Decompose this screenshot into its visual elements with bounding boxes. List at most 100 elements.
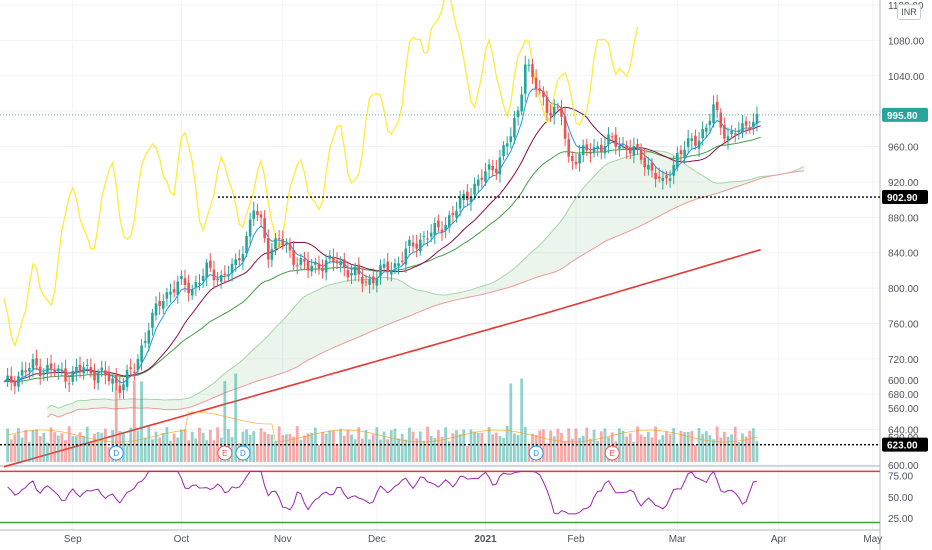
- candle-body: [730, 131, 733, 135]
- candle-body: [422, 235, 426, 237]
- candle-body: [748, 127, 752, 129]
- candle-body: [491, 165, 494, 171]
- candle-body: [198, 282, 201, 285]
- volume-bar: [364, 429, 368, 462]
- candle-body: [639, 149, 643, 160]
- price-axis: 1120.001080.001040.001000.00960.00920.00…: [882, 1, 928, 525]
- candle-body: [426, 238, 429, 240]
- volume-bar: [549, 430, 553, 462]
- rsi-line: [7, 470, 758, 515]
- candle-body: [82, 367, 85, 374]
- candle-body: [270, 249, 274, 260]
- candle-body: [248, 219, 252, 237]
- volume-bar: [60, 433, 64, 462]
- candle-body: [288, 243, 292, 251]
- candle-body: [473, 183, 476, 195]
- candle-body: [704, 127, 708, 132]
- volume-bar: [93, 433, 96, 462]
- candle-body: [719, 112, 723, 128]
- volume-bar: [299, 439, 303, 462]
- candle-body: [429, 232, 433, 237]
- volume-bar: [205, 440, 209, 462]
- volume-bar: [256, 444, 259, 462]
- volume-bar: [198, 427, 201, 462]
- candle-body: [368, 278, 371, 285]
- candle-body: [234, 259, 237, 266]
- time-tick-label: Mar: [669, 534, 687, 545]
- volume-bar: [179, 429, 183, 462]
- candle-body: [46, 364, 49, 374]
- volume-bar: [281, 435, 285, 462]
- volume-bar: [509, 383, 513, 462]
- volume-bar: [712, 439, 715, 462]
- candle-body: [118, 385, 122, 393]
- volume-bar: [668, 434, 672, 462]
- volume-bar: [621, 430, 625, 462]
- candle-body: [310, 265, 313, 272]
- time-tick-label: Nov: [274, 534, 292, 545]
- volume-bar: [125, 443, 129, 462]
- candle-body: [285, 243, 288, 245]
- candle-body: [545, 97, 549, 113]
- candle-body: [67, 383, 71, 385]
- volume-bar: [397, 438, 400, 462]
- volume-bar: [447, 441, 451, 462]
- volume-bar: [646, 431, 650, 462]
- candle-body: [600, 144, 603, 152]
- volume-tick-label: 600.00: [888, 376, 919, 387]
- candle-body: [571, 156, 574, 162]
- volume-bar: [9, 439, 13, 462]
- candle-body: [20, 369, 24, 376]
- volume-bar: [491, 434, 495, 462]
- volume-bar: [589, 438, 592, 462]
- candle-body: [534, 77, 538, 89]
- candle-body: [93, 371, 96, 381]
- candle-body: [737, 130, 741, 133]
- volume-bar: [277, 426, 281, 462]
- candle-body: [578, 153, 581, 164]
- candle-body: [60, 370, 64, 372]
- candle-body: [122, 384, 125, 391]
- candle-body: [223, 273, 227, 276]
- event-marker-label: D: [533, 449, 539, 458]
- candle-body: [741, 123, 744, 133]
- candle-body: [419, 239, 422, 252]
- candle-body: [133, 371, 136, 373]
- volume-bar: [632, 441, 636, 462]
- volume-bar: [578, 437, 581, 462]
- volume-bar: [389, 430, 393, 462]
- volume-bar: [719, 437, 723, 462]
- volume-bar: [415, 438, 419, 462]
- volume-bar: [639, 434, 643, 462]
- volume-bar: [183, 429, 187, 462]
- candle-body: [335, 260, 339, 264]
- volume-bar: [252, 431, 256, 462]
- candle-body: [701, 129, 704, 139]
- candle-body: [180, 275, 183, 280]
- candle-body: [216, 278, 219, 281]
- volume-bar: [393, 428, 397, 462]
- candle-body: [585, 144, 589, 151]
- candle-body: [607, 134, 610, 145]
- price-tick-label: 880.00: [888, 213, 919, 224]
- candlesticks: [6, 55, 759, 400]
- volume-tick-label: 560.00: [888, 404, 919, 415]
- candle-body: [277, 238, 281, 240]
- candle-body: [35, 358, 38, 366]
- candle-body: [654, 172, 657, 180]
- volume-bar: [288, 433, 292, 462]
- candle-body: [85, 364, 89, 366]
- volume-bar: [6, 428, 10, 462]
- volume-bar: [339, 428, 343, 462]
- candle-body: [531, 64, 534, 78]
- candle-body: [647, 165, 650, 170]
- currency-badge[interactable]: INR: [897, 4, 921, 20]
- volume-bar: [143, 437, 147, 462]
- candle-body: [498, 157, 502, 175]
- volume-bar: [429, 435, 433, 462]
- volume-bar: [176, 437, 180, 462]
- candle-body: [172, 289, 176, 293]
- candle-body: [592, 147, 596, 153]
- candle-body: [371, 276, 375, 284]
